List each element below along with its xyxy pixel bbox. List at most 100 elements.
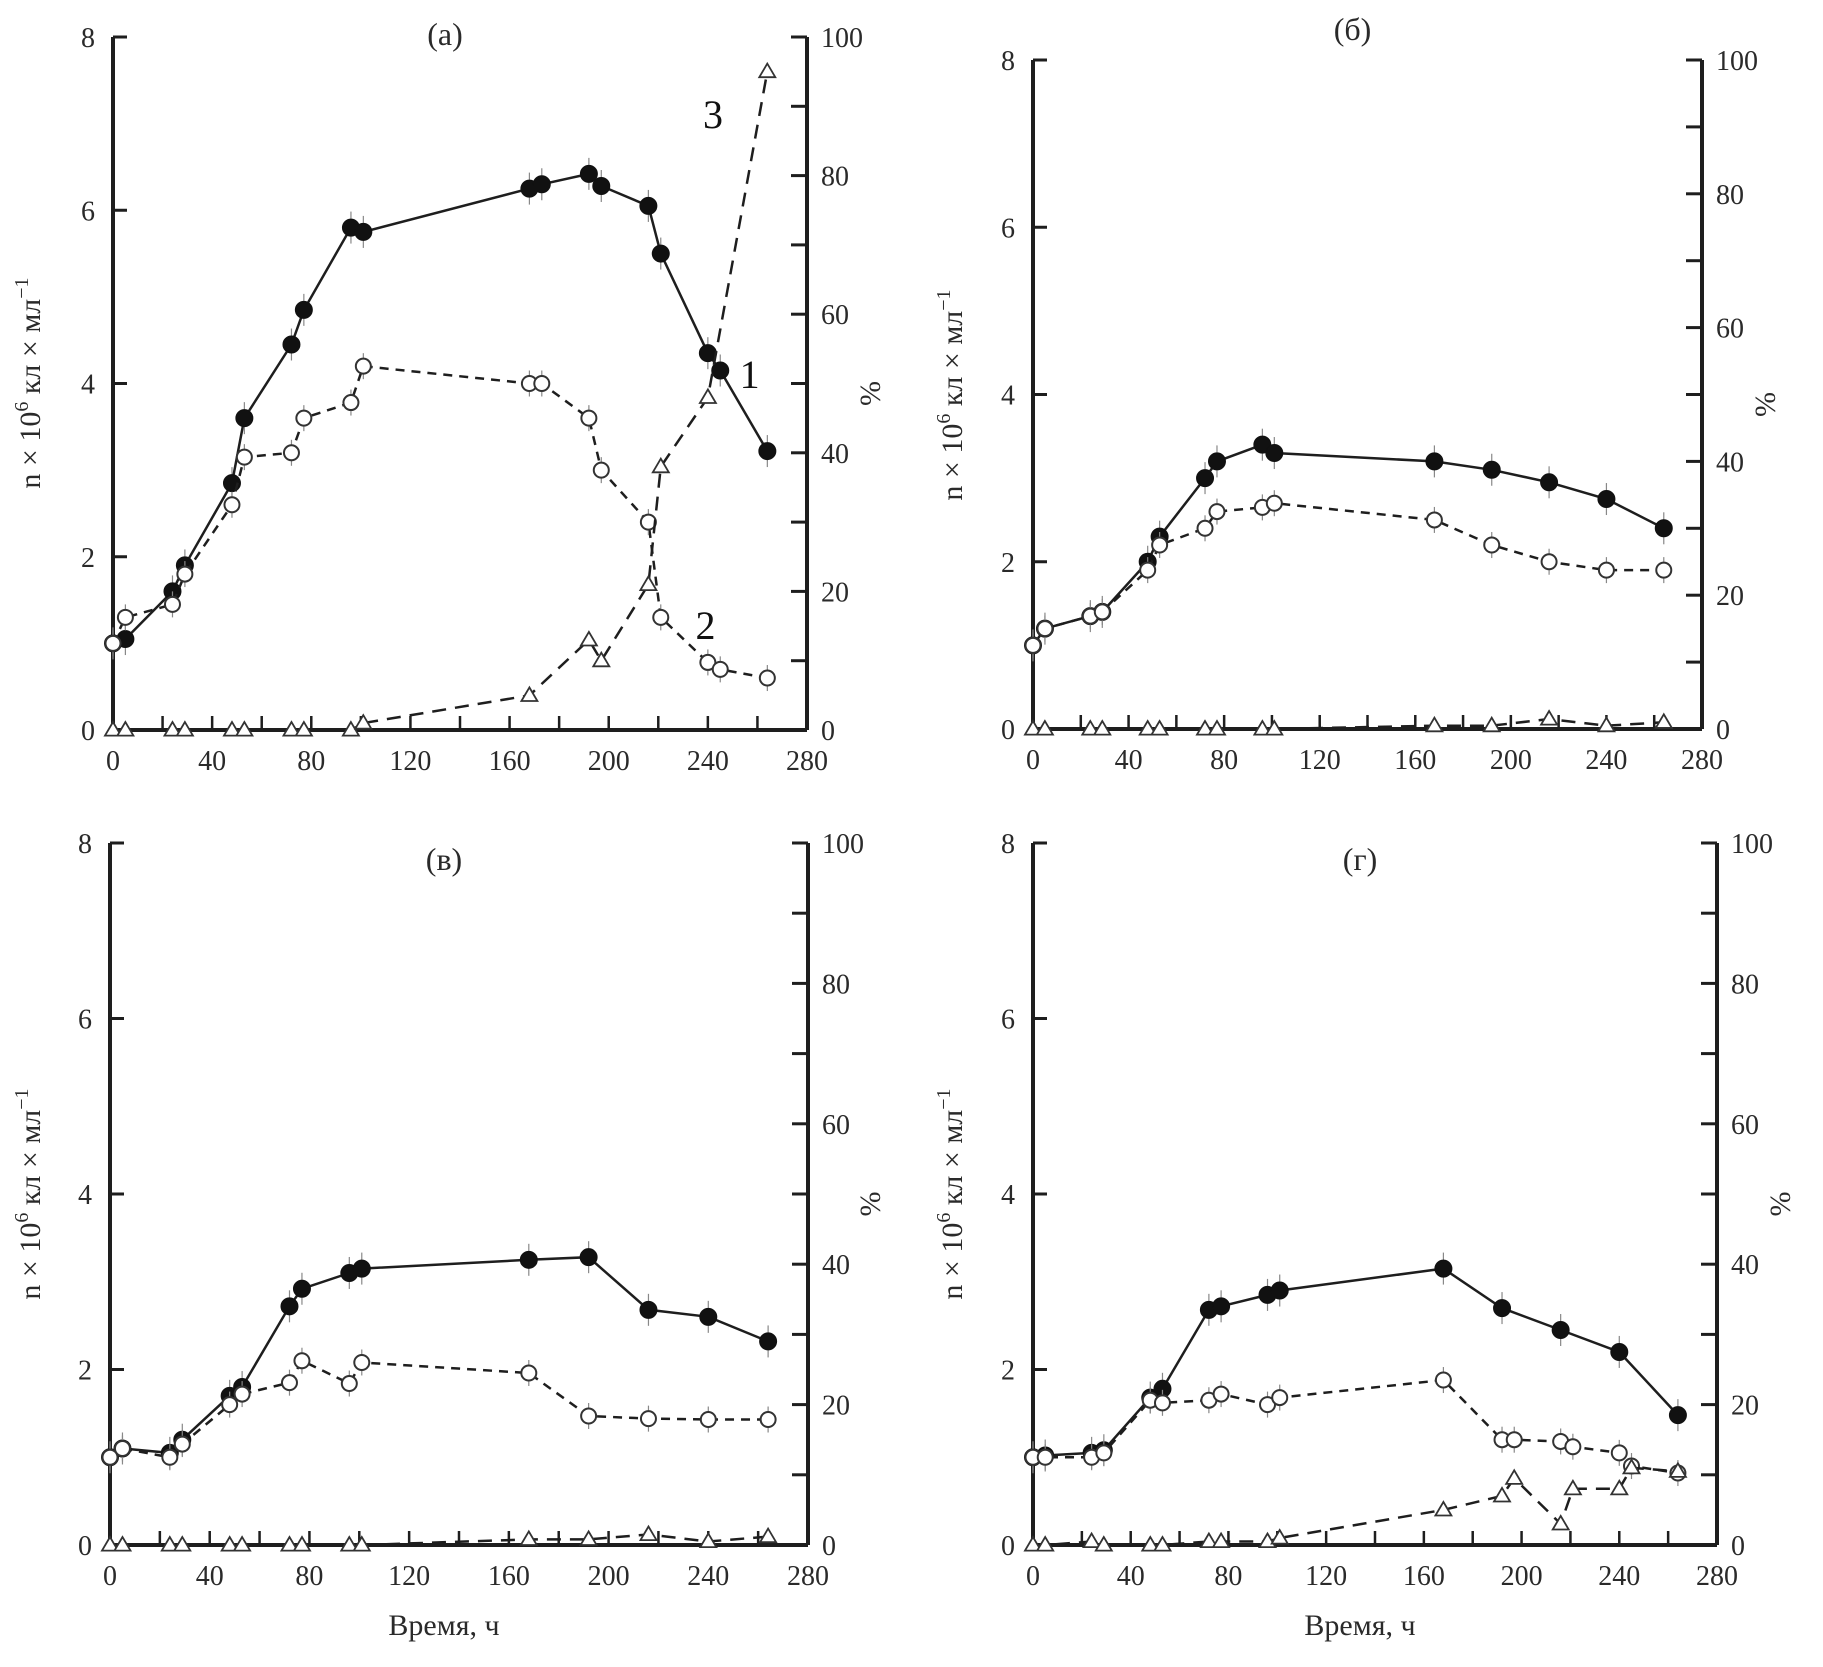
series-3-point xyxy=(279,1535,300,1552)
x-tick-label: 160 xyxy=(1403,1561,1445,1592)
series-2-point xyxy=(1036,1448,1054,1466)
series-2-point xyxy=(759,1411,777,1429)
series-3-point xyxy=(1082,1531,1102,1548)
series-2-point xyxy=(1655,561,1673,579)
y-tick-label-left: 8 xyxy=(1001,829,1015,860)
series-3-point xyxy=(1424,715,1444,733)
series-1-point xyxy=(532,175,551,194)
series-3-point xyxy=(162,720,183,737)
panel-b: 0 40 80 120 160 200 240 28002468020406080100(б)… xyxy=(933,11,1782,776)
series-1-point xyxy=(592,176,611,195)
series-2-point xyxy=(233,1385,251,1403)
series-1-point xyxy=(1654,519,1673,538)
series-3-point xyxy=(294,720,314,737)
series-2-line xyxy=(111,364,768,680)
y-axis-title-left: n × 106 кл × мл−1 xyxy=(933,1088,969,1299)
series-2-point xyxy=(580,409,598,427)
series-1-point xyxy=(1434,1259,1453,1278)
y-tick-label-right: 60 xyxy=(1731,1110,1759,1141)
series-3-point xyxy=(232,1535,252,1552)
series-3-point xyxy=(1252,719,1272,736)
series-1-point xyxy=(1270,1281,1289,1300)
series-3-point xyxy=(1150,719,1170,736)
series-2-point xyxy=(1036,620,1054,638)
series-1-point xyxy=(235,409,254,428)
series-2-point xyxy=(221,1396,239,1414)
series-2-point xyxy=(223,496,241,514)
series-2-point xyxy=(235,448,253,466)
y-tick-label-right: 80 xyxy=(822,969,850,1000)
series-3-point xyxy=(339,1535,359,1552)
series-3-point xyxy=(579,1529,599,1546)
x-tick-label: 40 xyxy=(196,1561,224,1592)
y-axis-title-right: % xyxy=(1764,1192,1797,1217)
y-tick-label-right: 20 xyxy=(1731,1391,1759,1422)
series-2-point xyxy=(176,565,194,583)
y-tick-label-left: 0 xyxy=(1001,715,1015,746)
y-axis-title-right: % xyxy=(854,381,887,406)
series-2-point xyxy=(1151,536,1169,554)
series-1-point xyxy=(519,1250,538,1269)
y-tick-label-right: 20 xyxy=(821,577,849,608)
y-tick-label-right: 0 xyxy=(822,1531,836,1562)
series-2-point xyxy=(1425,511,1443,529)
series-2-point xyxy=(280,1374,298,1392)
x-tick-label: 200 xyxy=(1490,745,1532,776)
x-tick-label: 0 xyxy=(1026,745,1040,776)
x-tick-label: 200 xyxy=(588,746,630,777)
series-2-point xyxy=(161,1448,179,1466)
series-1-line xyxy=(109,1255,769,1459)
x-tick-label: 80 xyxy=(295,1561,323,1592)
series-3-point xyxy=(100,1535,120,1552)
series-3-point xyxy=(757,61,777,79)
series-2-point xyxy=(1024,636,1042,654)
series-2-point xyxy=(101,1448,119,1466)
series-3-point xyxy=(1539,709,1559,726)
x-tick-label: 40 xyxy=(1115,745,1143,776)
series-2-point xyxy=(1483,536,1501,554)
series-1-line xyxy=(1031,443,1665,647)
series-1-point xyxy=(1551,1321,1570,1340)
y-tick-label-left: 2 xyxy=(1001,548,1015,579)
x-tick-label: 80 xyxy=(297,746,325,777)
series-3-point xyxy=(1207,719,1227,736)
x-tick-label: 200 xyxy=(1501,1561,1543,1592)
x-tick-label: 40 xyxy=(198,746,226,777)
series-2-point xyxy=(293,1352,311,1370)
x-tick-label: 120 xyxy=(1299,745,1341,776)
series-2-point xyxy=(1271,1389,1289,1407)
y-tick-label-left: 6 xyxy=(1001,1005,1015,1036)
series-3-point xyxy=(1094,1535,1114,1552)
series-1-point xyxy=(1597,490,1616,509)
y-tick-label-left: 6 xyxy=(81,196,95,227)
series-1-point xyxy=(1207,452,1226,471)
x-tick-label: 240 xyxy=(687,1561,729,1592)
series-3-point xyxy=(352,1535,372,1552)
series-2-line xyxy=(109,1359,769,1459)
series-2-point xyxy=(1265,494,1283,512)
series-1-point xyxy=(579,1248,598,1267)
series-3-point xyxy=(1596,715,1616,733)
series-3-point xyxy=(1199,1531,1219,1548)
series-3-point xyxy=(1504,1468,1524,1485)
series-3-point xyxy=(1609,1479,1629,1496)
y-tick-label-right: 0 xyxy=(821,716,835,747)
series-3-point xyxy=(1492,1486,1512,1503)
series-1-point xyxy=(1540,473,1559,492)
series-3-point xyxy=(220,1535,240,1552)
series-1-point xyxy=(352,1259,371,1278)
series-2-point xyxy=(1610,1444,1628,1462)
series-2-point xyxy=(163,595,181,613)
x-tick-label: 240 xyxy=(1598,1561,1640,1592)
panel-title: (а) xyxy=(427,16,463,52)
series-2-point xyxy=(1505,1431,1523,1449)
curve-label-2: 2 xyxy=(696,603,716,648)
series-2-point xyxy=(580,1407,598,1425)
series-3-point xyxy=(1195,719,1215,736)
y-tick-label-right: 80 xyxy=(821,162,849,193)
curve-label-3: 3 xyxy=(703,92,723,137)
series-3-point xyxy=(519,1529,539,1546)
series-2-point xyxy=(1093,603,1111,621)
series-3-point xyxy=(1035,1535,1055,1552)
series-3-point xyxy=(1654,712,1674,729)
